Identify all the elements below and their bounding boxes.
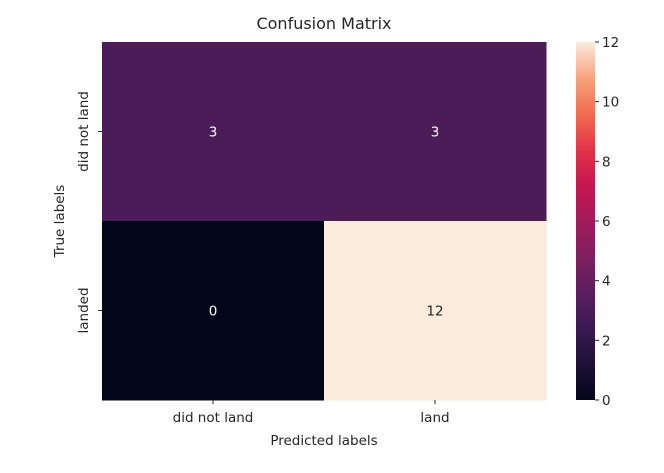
cell-value-r0-c1: 3 xyxy=(431,125,440,141)
colorbar-tick-label: 10 xyxy=(602,95,619,111)
colorbar-tick-label: 12 xyxy=(602,35,619,51)
cell-value-r0-c0: 3 xyxy=(209,125,218,141)
x-axis-ticks: did not land land xyxy=(173,400,450,426)
heatmap-cell-labels: 3 3 0 12 xyxy=(209,125,444,320)
heatmap-cell-r0-c0 xyxy=(102,42,325,222)
heatmap-cell-r0-c1 xyxy=(324,42,547,222)
colorbar-ticks: 0 2 4 6 8 10 12 xyxy=(595,35,619,409)
cell-value-r1-c0: 0 xyxy=(209,304,218,320)
colorbar-tick-label: 2 xyxy=(602,333,611,349)
colorbar-tick-label: 0 xyxy=(602,393,611,409)
cell-value-r1-c1: 12 xyxy=(426,304,443,320)
x-tick-label: land xyxy=(420,410,449,426)
colorbar-tick-label: 6 xyxy=(602,214,611,230)
y-tick-label: did not land xyxy=(76,91,92,172)
x-axis-label: Predicted labels xyxy=(270,433,377,449)
heatmap-cells xyxy=(102,42,547,401)
heatmap-cell-r1-c0 xyxy=(102,221,325,401)
y-tick-label: landed xyxy=(76,287,92,333)
chart-title: Confusion Matrix xyxy=(256,14,391,33)
colorbar-tick-label: 4 xyxy=(602,274,611,290)
colorbar-tick-label: 8 xyxy=(602,154,611,170)
y-axis-ticks: did not land landed xyxy=(76,91,102,334)
x-tick-label: did not land xyxy=(173,410,254,426)
heatmap-cell-r1-c1 xyxy=(324,221,547,401)
y-axis-label: True labels xyxy=(52,185,68,259)
colorbar xyxy=(576,42,595,400)
